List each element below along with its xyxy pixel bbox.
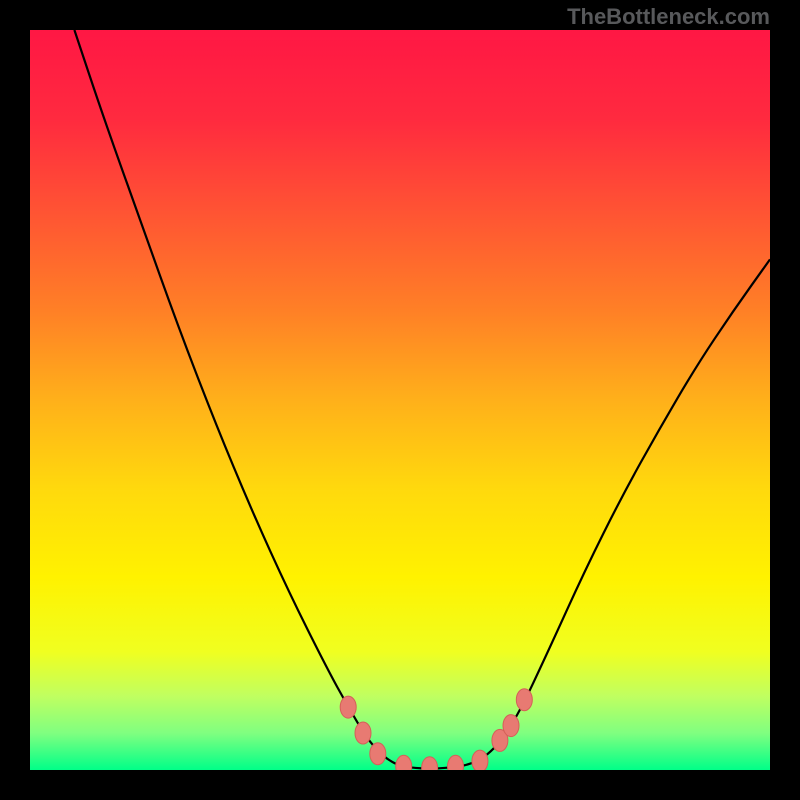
- data-marker: [516, 689, 532, 711]
- plot-area: [30, 30, 770, 770]
- data-marker: [503, 715, 519, 737]
- data-marker: [340, 696, 356, 718]
- gradient-background: [30, 30, 770, 770]
- chart-frame: TheBottleneck.com: [0, 0, 800, 800]
- data-marker: [355, 722, 371, 744]
- data-marker: [472, 750, 488, 770]
- bottleneck-curve-chart: [30, 30, 770, 770]
- watermark-text: TheBottleneck.com: [567, 4, 770, 30]
- data-marker: [370, 743, 386, 765]
